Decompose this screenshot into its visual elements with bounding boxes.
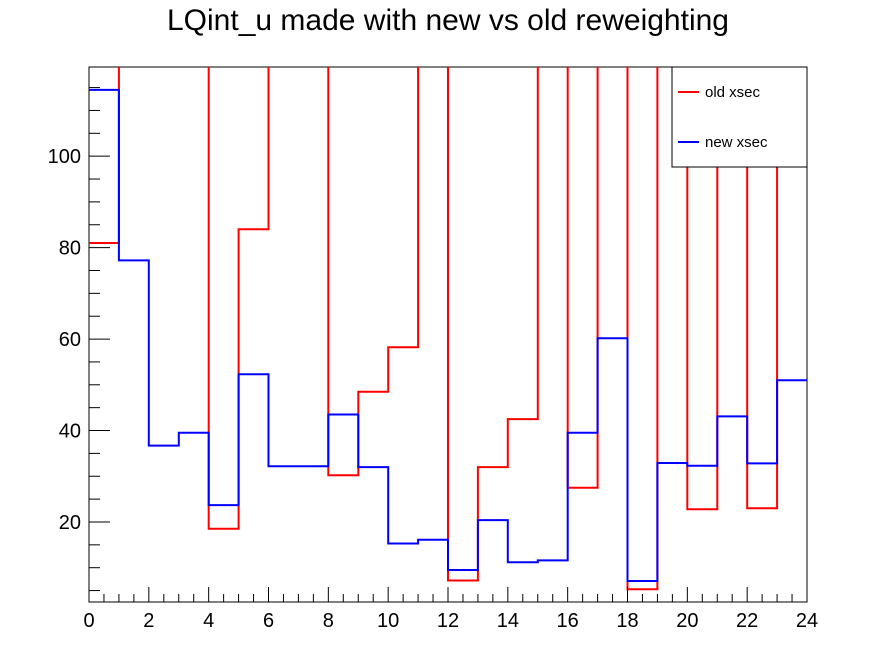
legend-box xyxy=(671,66,808,168)
legend-label: new xsec xyxy=(705,134,768,151)
y-tick-label: 40 xyxy=(59,421,81,443)
series-line-new-xsec xyxy=(89,88,807,582)
x-tick-label: 10 xyxy=(377,610,399,632)
x-tick-label: 8 xyxy=(323,610,334,632)
x-tick-label: 18 xyxy=(616,610,638,632)
x-tick-label: 14 xyxy=(497,610,519,632)
x-tick-label: 4 xyxy=(203,610,214,632)
x-tick-label: 2 xyxy=(143,610,154,632)
legend-label: old xsec xyxy=(705,84,761,101)
x-tick-label: 20 xyxy=(676,610,698,632)
chart-title: LQint_u made with new vs old reweighting xyxy=(167,4,729,37)
series-line-old-xsec xyxy=(89,67,779,591)
y-tick-label: 100 xyxy=(48,146,81,168)
x-tick-label: 16 xyxy=(557,610,579,632)
x-tick-label: 12 xyxy=(437,610,459,632)
x-tick-label: 0 xyxy=(83,610,94,632)
x-tick-label: 24 xyxy=(796,610,818,632)
x-tick-label: 22 xyxy=(736,610,758,632)
y-tick-label: 20 xyxy=(59,512,81,534)
x-tick-label: 6 xyxy=(263,610,274,632)
y-tick-label: 80 xyxy=(59,238,81,260)
y-tick-label: 60 xyxy=(59,329,81,351)
